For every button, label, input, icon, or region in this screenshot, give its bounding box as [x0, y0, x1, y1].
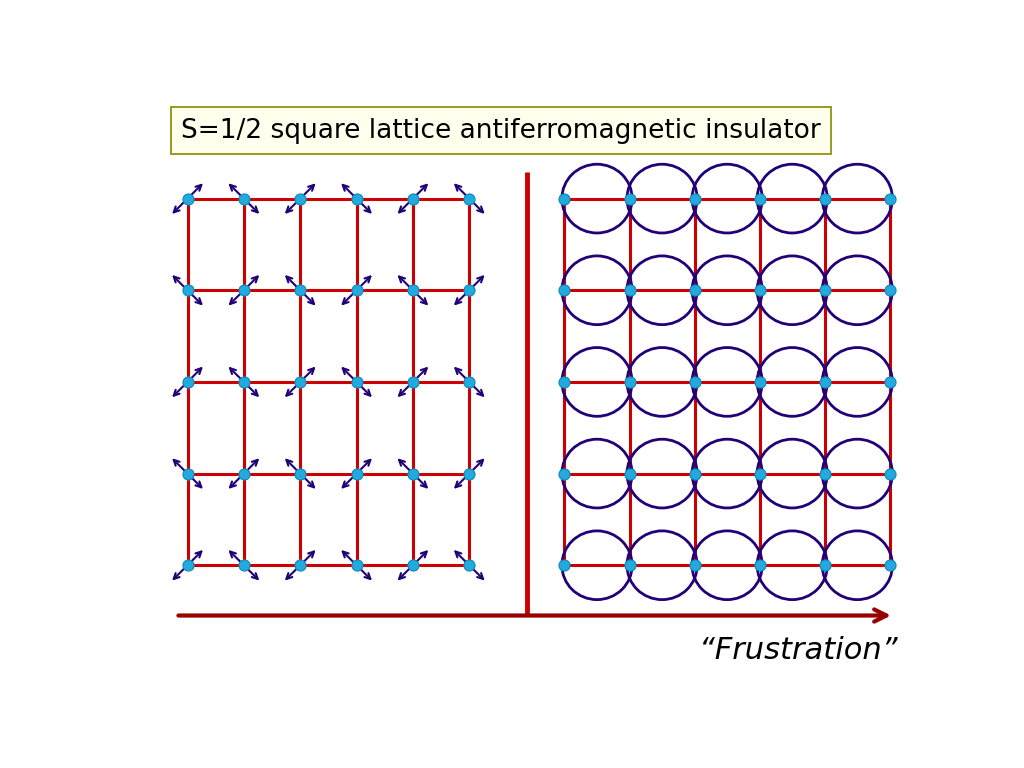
Text: S=1/2 square lattice antiferromagnetic insulator: S=1/2 square lattice antiferromagnetic i…	[181, 118, 821, 144]
Text: “Frustration”: “Frustration”	[699, 637, 898, 666]
